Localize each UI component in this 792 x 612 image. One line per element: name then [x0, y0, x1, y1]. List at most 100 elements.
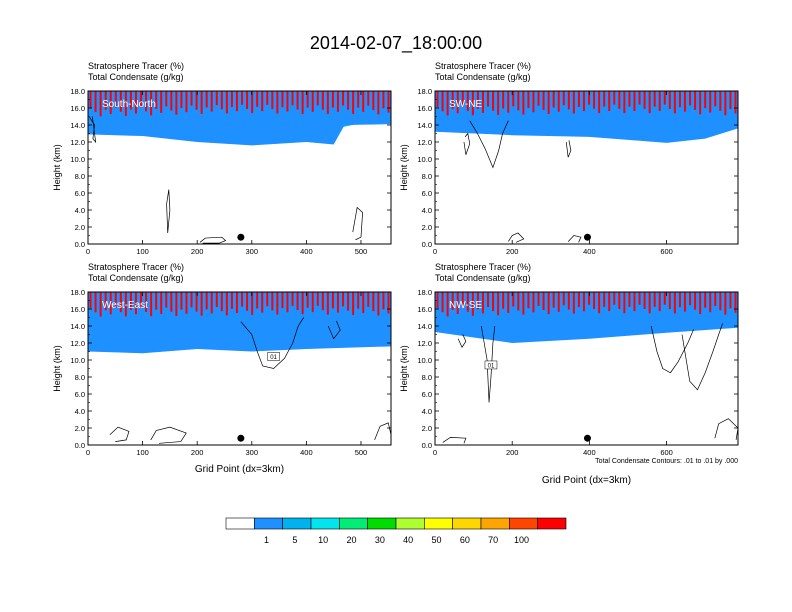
y-tick-label: 18.0 [70, 288, 85, 297]
tracer-streak [301, 91, 304, 114]
tracer-streak [638, 292, 641, 305]
x-tick-label: 200 [506, 448, 519, 457]
tracer-streak [608, 292, 611, 312]
x-tick-label: 400 [583, 247, 596, 256]
tracer-streak [719, 292, 722, 311]
tracer-streak [311, 292, 314, 313]
location-marker [237, 434, 245, 442]
tracer-streak [451, 292, 454, 310]
tracer-streak [663, 91, 666, 105]
colorbar-swatch [225, 517, 255, 530]
tracer-streak [306, 91, 309, 108]
tracer-streak [246, 91, 249, 109]
tracer-streak [377, 292, 380, 316]
y-tick-label: 4.0 [75, 407, 85, 416]
tracer-streak [598, 91, 601, 114]
tracer-streak [557, 91, 560, 112]
tracer-streak [552, 292, 555, 308]
tracer-streak [476, 91, 479, 109]
tracer-streak [673, 292, 676, 314]
tracer-streak [724, 91, 727, 116]
tracer-streak [165, 91, 168, 107]
tracer-streak [160, 91, 163, 113]
tracer-streak [466, 292, 469, 312]
tracer-streak [185, 292, 188, 314]
tracer-streak [387, 292, 390, 314]
tracer-streak [714, 91, 717, 107]
tracer-streak [633, 292, 636, 312]
tracer-streak [547, 292, 550, 315]
tracer-streak [119, 91, 122, 112]
tracer-streak [347, 91, 350, 110]
x-axis-label: Grid Point (dx=3km) [195, 464, 284, 475]
tracer-streak [326, 91, 329, 114]
tracer-streak [618, 292, 621, 309]
tracer-streak [220, 91, 223, 110]
tracer-streak [281, 91, 284, 108]
contour-label: 01 [270, 355, 277, 361]
tracer-streak [266, 91, 269, 105]
colorbar-label: 20 [346, 535, 356, 545]
tracer-streak [241, 91, 244, 105]
tracer-band-level-1 [88, 292, 391, 354]
x-tick-label: 400 [300, 247, 313, 256]
tracer-streak [653, 292, 656, 307]
tracer-streak [89, 292, 92, 309]
panels: 0.02.04.06.08.010.012.014.016.018.00 100 2… [52, 61, 739, 486]
tracer-streak [709, 91, 712, 113]
y-tick-label: 18.0 [70, 87, 85, 96]
tracer-band-level-1 [88, 91, 391, 146]
condensate-contour [567, 235, 582, 243]
tracer-streak [104, 292, 107, 311]
y-tick-label: 0.0 [422, 240, 432, 249]
plot-area [88, 292, 391, 444]
colorbar-label: 40 [403, 535, 413, 545]
tracer-streak [150, 91, 153, 116]
colorbar-label: 5 [292, 535, 297, 545]
tracer-streak [387, 91, 390, 113]
tracer-streak [456, 91, 459, 114]
tracer-streak [170, 292, 173, 312]
tracer-streak [542, 91, 545, 110]
tracer-streak [663, 292, 666, 305]
x-tick-label: 200 [506, 247, 519, 256]
x-tick-label: 500 [355, 448, 368, 457]
condensate-contour [457, 334, 467, 348]
tracer-streak [155, 292, 158, 310]
y-tick-label: 12.0 [417, 138, 432, 147]
tracer-streak [436, 91, 439, 108]
y-tick-label: 10.0 [417, 356, 432, 365]
tracer-streak [446, 292, 449, 317]
tracer-streak [653, 91, 656, 107]
tracer-streak [562, 292, 565, 306]
panel-header-condensate: Total Condensate (g/kg) [435, 273, 531, 283]
chart-panel: 0.0 2.0 4.0 6.0 8.0 10.0 12.0 14.0 16.0 18.0 0 200 4… [399, 61, 739, 256]
tracer-streak [492, 292, 495, 312]
condensate-contour [327, 320, 341, 340]
y-tick-label: 2.0 [75, 223, 85, 232]
y-tick-label: 16.0 [70, 305, 85, 314]
tracer-streak [517, 91, 520, 111]
tracer-band-level-1 [435, 91, 738, 143]
tracer-streak [89, 91, 92, 108]
tracer-streak [185, 91, 188, 113]
y-tick-label: 4.0 [75, 206, 85, 215]
tracer-streak [522, 91, 525, 115]
tracer-streak [628, 292, 631, 307]
tracer-streak [215, 91, 218, 106]
y-axis-label: Height (km) [52, 144, 62, 191]
tracer-streak [461, 91, 464, 107]
y-tick-label: 14.0 [70, 322, 85, 331]
tracer-streak [306, 292, 309, 308]
tracer-streak [336, 91, 339, 112]
tracer-streak [321, 91, 324, 110]
y-tick-label: 2.0 [422, 223, 432, 232]
y-axis-label: Height (km) [52, 345, 62, 392]
colorbar-label: 60 [460, 535, 470, 545]
condensate-contour [480, 325, 496, 403]
tracer-streak [628, 91, 631, 107]
tracer-streak [276, 292, 279, 315]
tracer-streak [643, 292, 646, 309]
y-tick-label: 10.0 [70, 155, 85, 164]
